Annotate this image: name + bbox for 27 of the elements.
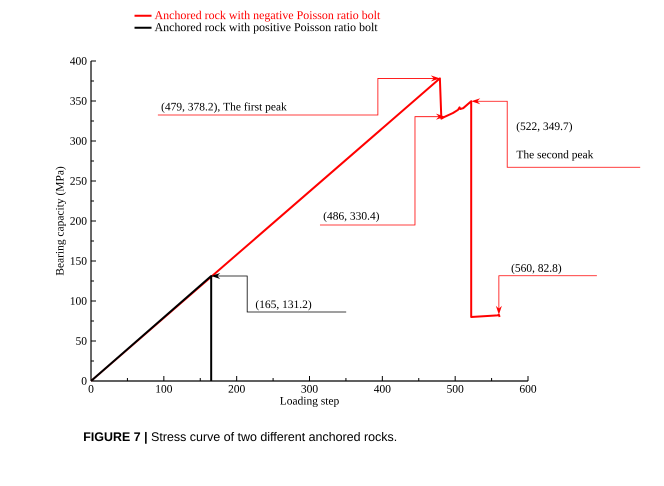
x-tick-label: 500 <box>447 385 464 393</box>
y-tick-label: 400 <box>70 57 87 65</box>
y-tick-label: 250 <box>70 177 87 185</box>
y-tick-label: 50 <box>76 337 87 345</box>
y-axis-title: Bearing capacity (MPa) <box>56 166 66 276</box>
y-tick-label: 100 <box>70 297 87 305</box>
y-tick-label: 150 <box>70 257 87 265</box>
x-tick-label: 400 <box>374 385 391 393</box>
annotation: (560, 82.8) <box>512 264 562 274</box>
x-axis-title: Loading step <box>280 396 339 407</box>
x-tick-label: 200 <box>228 385 245 393</box>
x-tick-label: 0 <box>88 385 94 393</box>
y-tick-label: 350 <box>70 97 87 105</box>
text: FIGURE 7 | Stress curve of two different anchored rocks. <box>84 432 396 444</box>
y-tick-label: 300 <box>70 137 87 145</box>
annotation: (486, 330.4) <box>324 212 379 222</box>
x-tick-label: 100 <box>156 385 172 393</box>
x-tick-label: 300 <box>301 385 318 393</box>
annotation: (522, 349.7) <box>516 122 572 132</box>
x-tick-label: 600 <box>520 385 536 393</box>
legend-label: Anchored rock with negative Poisson ratio bolt <box>154 10 380 22</box>
y-tick-label: 0 <box>82 377 87 385</box>
y-tick-label: 200 <box>70 217 87 225</box>
annotation: The second peak <box>516 150 594 161</box>
annotation: (479, 378.2), The first peak <box>162 102 287 113</box>
legend-label: Anchored rock with positive Poisson ratio bolt <box>154 22 378 34</box>
annotation: (165, 131.2) <box>256 300 312 310</box>
